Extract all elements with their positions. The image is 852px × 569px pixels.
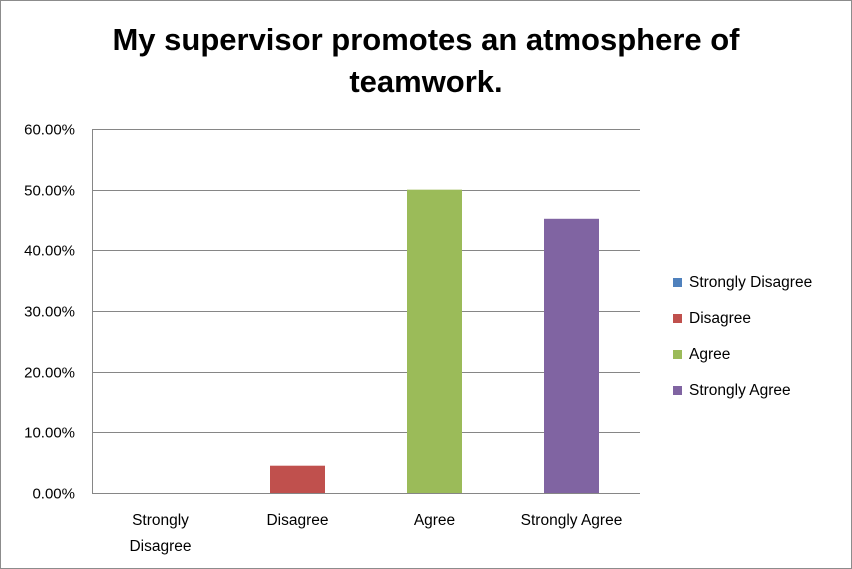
bar-agree: [407, 189, 462, 493]
legend-swatch: [673, 350, 682, 359]
chart-title: My supervisor promotes an atmosphere of …: [112, 22, 740, 99]
x-category-label: Strongly Agree: [521, 512, 623, 529]
bar-disagree: [270, 465, 325, 493]
x-axis-category-labels: Strongly Disagree Disagree Agree Strongly Ag…: [129, 512, 622, 555]
x-category-label: Agree: [414, 512, 455, 529]
y-tick-label: 50.00%: [24, 183, 75, 200]
y-tick-label: 60.00%: [24, 122, 75, 139]
legend-label: Agree: [689, 346, 730, 363]
legend-swatch: [673, 386, 682, 395]
legend-swatch: [673, 278, 682, 287]
y-tick-label: 20.00%: [24, 365, 75, 382]
y-tick-label: 0.00%: [32, 486, 75, 503]
legend-label: Strongly Agree: [689, 382, 791, 399]
x-category-label: Disagree: [266, 512, 328, 529]
y-tick-label: 10.00%: [24, 425, 75, 442]
legend-label: Strongly Disagree: [689, 274, 812, 291]
x-category-label: Strongly Disagree: [129, 512, 191, 555]
y-tick-label: 40.00%: [24, 243, 75, 260]
y-axis-tick-labels: 0.00% 10.00% 20.00% 30.00% 40.00% 50.00% 60.00…: [24, 122, 75, 503]
bars: [270, 189, 599, 493]
legend: Strongly Disagree Disagree Agree Strongly A…: [673, 274, 812, 399]
bar-strongly-agree: [544, 218, 599, 493]
legend-swatch: [673, 314, 682, 323]
y-tick-label: 30.00%: [24, 304, 75, 321]
legend-label: Disagree: [689, 310, 751, 327]
axes: [92, 129, 640, 494]
